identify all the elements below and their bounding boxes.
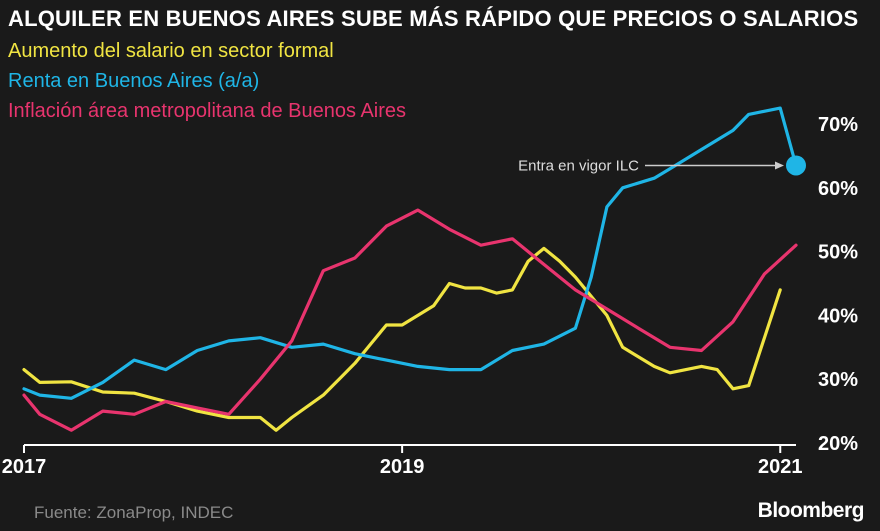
- annotation-arrow-head: [775, 161, 784, 170]
- salary-line: [22, 246, 782, 432]
- y-tick-label: 60%: [818, 178, 858, 200]
- legend-item-salary: Aumento del salario en sector formal: [8, 40, 334, 62]
- inflation-line: [22, 208, 798, 432]
- bloomberg-logo: Bloomberg: [757, 499, 865, 522]
- rent-line: [22, 106, 798, 400]
- y-tick-label: 70%: [818, 114, 858, 136]
- y-tick-label: 30%: [818, 369, 858, 391]
- x-tick-label: 2019: [380, 456, 425, 478]
- y-tick-label: 50%: [818, 242, 858, 264]
- y-tick-label: 20%: [818, 433, 858, 455]
- legend-item-rent: Renta en Buenos Aires (a/a): [8, 70, 260, 92]
- x-tick-label: 2021: [758, 456, 803, 478]
- chart-title: ALQUILER EN BUENOS AIRES SUBE MÁS RÁPIDO…: [8, 6, 859, 31]
- y-tick-label: 40%: [818, 305, 858, 327]
- source-note: Fuente: ZonaProp, INDEC: [34, 503, 234, 522]
- annotation-label: Entra en vigor ILC: [518, 157, 639, 174]
- legend-item-inflation: Inflación área metropolitana de Buenos A…: [8, 100, 407, 122]
- x-tick-label: 2017: [2, 456, 47, 478]
- annotation-marker-dot: [786, 155, 806, 176]
